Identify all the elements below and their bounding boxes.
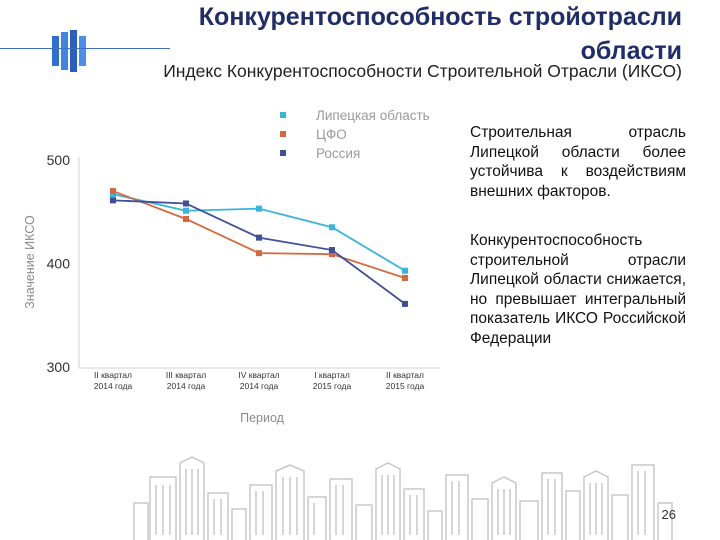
data-point	[183, 207, 189, 214]
legend-label: ЦФО	[316, 127, 347, 142]
page-title: Конкурентоспособность стройотрасли облас…	[198, 3, 682, 65]
y-tick-label: 300	[47, 359, 71, 375]
data-point	[110, 191, 116, 198]
chart-series	[110, 188, 408, 307]
data-point	[329, 251, 335, 258]
legend-label: Липецкая область	[316, 108, 430, 123]
data-point	[402, 267, 408, 274]
analysis-paragraph-2: Конкурентоспособность строительной отрас…	[470, 232, 686, 347]
y-tick-label: 500	[47, 152, 71, 168]
chart-axes	[78, 157, 440, 369]
x-tick-labels: II квартал 2014 года III квартал 2014 года I…	[94, 370, 425, 391]
data-point	[110, 188, 116, 195]
x-axis-label: Период	[240, 411, 285, 425]
chart-legend: Липецкая область ЦФО Россия	[280, 108, 430, 161]
data-point	[402, 300, 408, 307]
data-point	[256, 250, 262, 257]
data-point	[183, 215, 189, 222]
legend-marker	[280, 112, 286, 118]
page-subtitle: Индекс Конкурентоспособности Строительно…	[163, 61, 682, 81]
city-skyline-icon	[133, 456, 673, 540]
data-point	[402, 274, 408, 281]
page-number: 26	[661, 507, 676, 522]
x-tick-label: II квартал 2014 года	[94, 370, 133, 391]
data-point	[256, 205, 262, 212]
building-columns-logo-icon	[52, 30, 86, 72]
x-tick-label: III квартал 2014 года	[166, 370, 206, 391]
legend-label: Россия	[316, 146, 360, 161]
data-point	[183, 200, 189, 207]
analysis-paragraph-1: Строительная отрасль Липецкой области бо…	[470, 124, 686, 200]
legend-marker	[280, 150, 286, 156]
y-tick-labels: 300 400 500	[47, 152, 71, 375]
data-point	[256, 234, 262, 241]
x-tick-label: II квартал 2015 года	[386, 370, 425, 391]
legend-marker	[280, 131, 286, 137]
header-rule	[0, 48, 170, 49]
iksо-line-chart: Липецкая область ЦФО Россия 300 400 500 II к…	[23, 108, 440, 425]
data-point	[110, 197, 116, 204]
data-point	[329, 247, 335, 254]
y-axis-label: Значение ИКСО	[23, 215, 37, 309]
data-point	[329, 224, 335, 231]
y-tick-label: 400	[47, 256, 71, 272]
x-tick-label: IV квартал 2014 года	[238, 370, 279, 391]
x-tick-label: I квартал 2015 года	[313, 370, 352, 391]
series-line-0	[112, 193, 406, 272]
